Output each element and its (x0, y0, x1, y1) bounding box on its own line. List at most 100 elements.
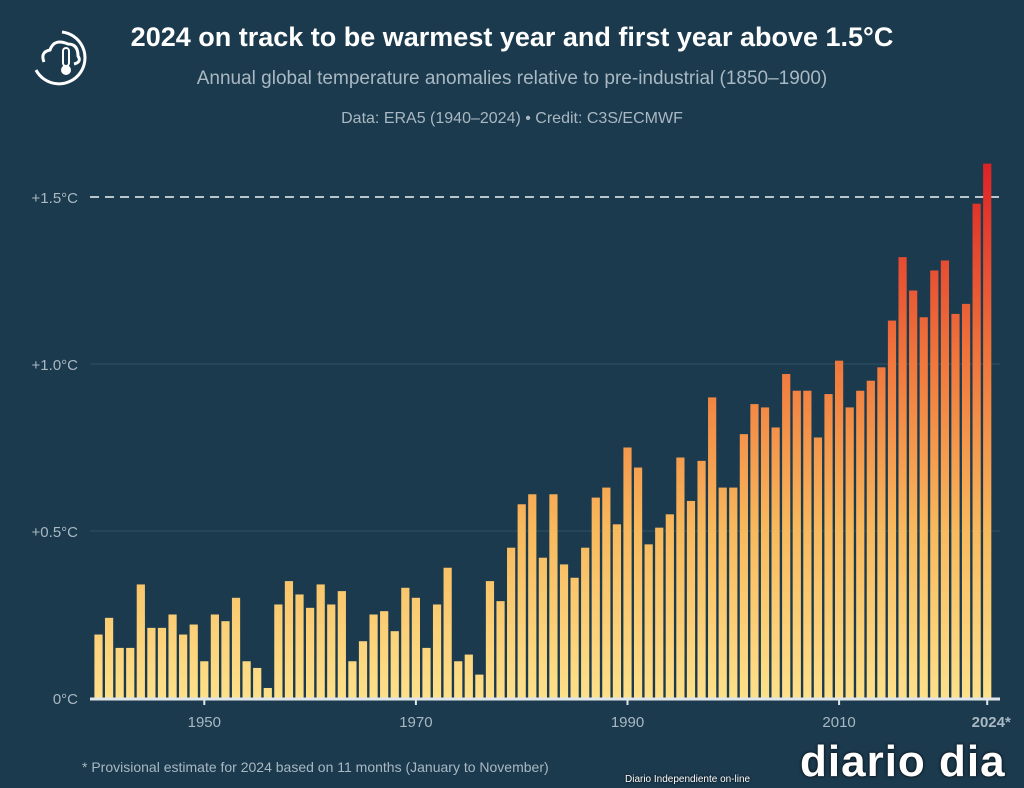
bar-2012 (856, 390, 865, 698)
bar-1968 (390, 631, 399, 698)
bar-1998 (708, 397, 717, 698)
bar-2014 (877, 367, 886, 698)
bar-1972 (432, 604, 442, 698)
bar-1942 (115, 647, 124, 698)
bar-1984 (559, 564, 569, 698)
bar-2017 (909, 290, 918, 698)
bar-2005 (782, 374, 791, 698)
bar-2002 (750, 404, 759, 698)
bar-1995 (676, 457, 685, 698)
bar-1943 (126, 647, 135, 698)
bar-2001 (739, 434, 748, 698)
bar-1993 (655, 527, 664, 698)
bar-1965 (358, 641, 368, 698)
watermark-logo: diario dia (800, 737, 1006, 786)
bar-1945 (147, 627, 156, 698)
bar-1948 (179, 634, 188, 698)
bar-1996 (686, 500, 696, 698)
bar-2006 (792, 390, 801, 698)
bar-1985 (570, 577, 579, 698)
bar-1994 (665, 514, 674, 698)
bar-1947 (168, 614, 177, 698)
bar-1974 (454, 661, 463, 698)
bar-2004 (771, 427, 780, 698)
bar-1979 (507, 547, 516, 698)
bar-2018 (919, 317, 928, 698)
chart-subtitle: Annual global temperature anomalies rela… (196, 68, 828, 89)
bar-2019 (930, 270, 939, 698)
x-tick-label: 1970 (399, 714, 432, 731)
bar-1970 (411, 597, 420, 698)
bar-2000 (729, 487, 738, 698)
bar-2003 (760, 407, 770, 698)
bar-2015 (887, 320, 897, 698)
bar-1981 (528, 494, 537, 698)
bar-1976 (475, 674, 484, 698)
bar-1960 (306, 607, 315, 698)
bar-1940 (94, 634, 103, 698)
chart-title: 2024 on track to be warmest year and fir… (130, 22, 894, 52)
chart-source: Data: ERA5 (1940–2024) • Credit: C3S/ECM… (341, 110, 683, 127)
bar-1971 (422, 647, 431, 698)
bar-1982 (538, 557, 547, 698)
bar-1999 (718, 487, 727, 698)
bar-2022 (961, 303, 971, 698)
bar-1969 (401, 587, 410, 698)
x-tick-label: 2010 (822, 714, 855, 731)
bar-1961 (316, 584, 325, 698)
bar-1946 (157, 627, 167, 698)
bar-1957 (274, 604, 283, 698)
x-tick-label: 1990 (611, 714, 644, 731)
y-tick-label: +1.5°C (32, 190, 79, 207)
bar-1975 (464, 654, 473, 698)
bar-2013 (866, 380, 875, 698)
x-tick-label: 2024* (972, 714, 1011, 731)
bar-1992 (644, 544, 653, 698)
bar-2008 (813, 437, 823, 698)
bar-1964 (348, 661, 357, 698)
cloud-thermometer-icon (26, 26, 90, 95)
bar-1952 (221, 621, 230, 698)
bar-1962 (327, 604, 336, 698)
watermark-tagline: Diario Independiente on-line (625, 774, 751, 785)
footnote: * Provisional estimate for 2024 based on… (82, 759, 549, 775)
bar-1953 (231, 597, 241, 698)
bar-1991 (633, 467, 643, 698)
bar-1978 (496, 601, 505, 698)
bar-1950 (200, 661, 209, 698)
bar-2010 (835, 360, 844, 698)
bar-1949 (189, 624, 198, 698)
y-tick-label: 0°C (53, 691, 78, 708)
bar-1944 (136, 584, 145, 698)
bar-2011 (845, 407, 854, 698)
bar-1997 (697, 460, 706, 698)
x-tick-label: 1950 (188, 714, 221, 731)
y-tick-label: +0.5°C (32, 524, 79, 541)
bar-1973 (443, 567, 452, 698)
bar-1966 (369, 614, 378, 698)
bar-1983 (549, 494, 558, 698)
bar-1990 (623, 447, 632, 698)
bar-1955 (253, 667, 262, 698)
bar-1980 (517, 504, 526, 698)
bar-1987 (591, 497, 600, 698)
y-tick-label: +1.0°C (32, 357, 79, 374)
bar-2023 (972, 203, 981, 698)
bar-2009 (824, 394, 833, 698)
bar-2007 (803, 390, 812, 698)
bar-1967 (380, 611, 389, 698)
bar-1958 (284, 581, 294, 698)
bar-1959 (295, 594, 304, 698)
bar-1988 (602, 487, 611, 698)
bar-1941 (104, 617, 114, 698)
bar-2021 (951, 313, 960, 698)
bar-1954 (242, 661, 251, 698)
bar-1989 (612, 524, 622, 698)
bar-2016 (898, 257, 907, 698)
bar-2024 (983, 163, 992, 699)
bar-1951 (210, 614, 219, 698)
bar-1963 (337, 591, 346, 698)
bar-1956 (263, 687, 272, 698)
bar-1977 (485, 581, 495, 698)
